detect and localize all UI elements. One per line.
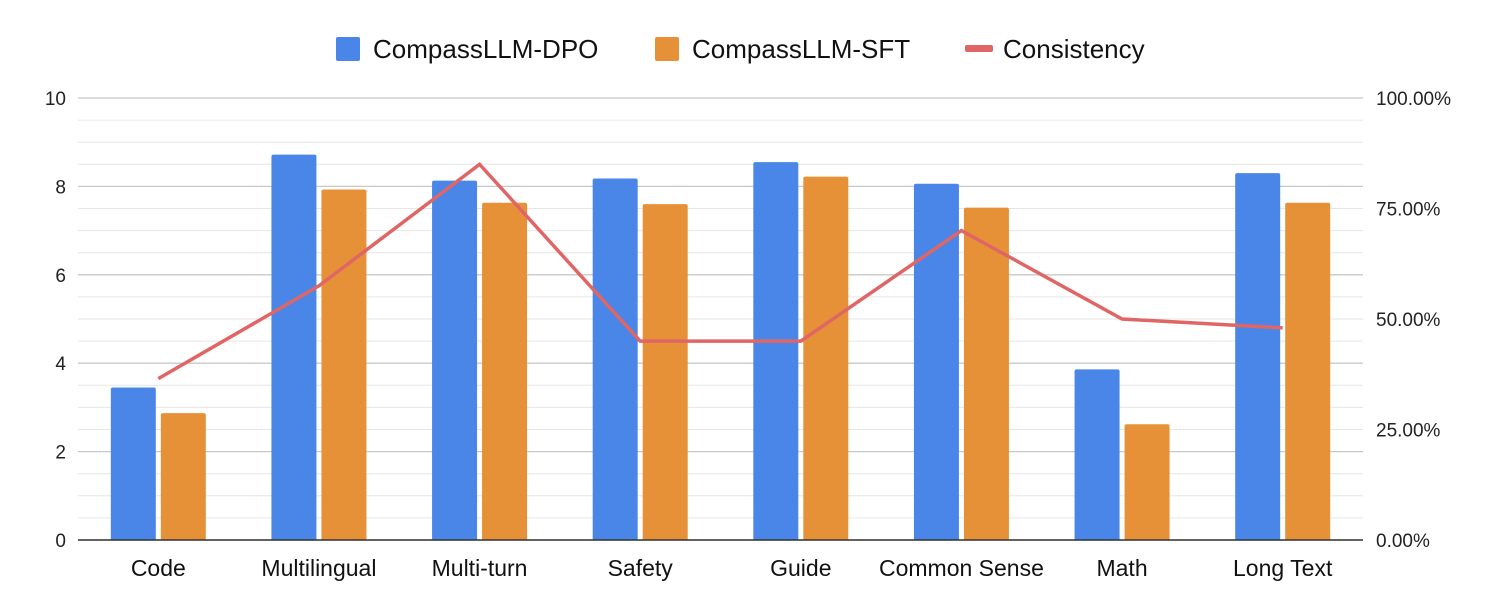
right-axis-tick-label: 25.00% [1376, 421, 1441, 442]
left-axis-tick-label: 8 [55, 177, 66, 198]
left-axis-tick-label: 2 [55, 443, 66, 464]
category-label: Multi-turn [432, 555, 528, 581]
category-label: Math [1096, 555, 1147, 581]
bar-compassllm-dpo-common-sense [913, 183, 959, 541]
right-axis-tick-label: 100.00% [1376, 89, 1451, 110]
bar-compassllm-sft-guide [803, 176, 849, 540]
legend-swatch [655, 37, 679, 61]
right-axis-tick-label: 50.00% [1376, 310, 1441, 331]
bar-compassllm-sft-long-text [1285, 202, 1331, 540]
bar-compassllm-sft-safety [642, 204, 688, 540]
legend-label: CompassLLM-SFT [692, 34, 910, 64]
axes: 02468100.00%25.00%50.00%75.00%100.00%Cod… [45, 89, 1451, 581]
bar-compassllm-dpo-safety [592, 178, 638, 540]
bar-compassllm-dpo-math [1074, 369, 1120, 540]
right-axis-tick-label: 0.00% [1376, 531, 1430, 552]
category-label: Common Sense [879, 555, 1044, 581]
left-axis-tick-label: 6 [55, 266, 66, 287]
consistency-line-group [157, 161, 1283, 381]
left-axis-tick-label: 4 [55, 354, 66, 375]
bar-compassllm-dpo-long-text [1235, 173, 1281, 540]
left-axis-tick-label: 0 [55, 531, 66, 552]
bar-compassllm-sft-multilingual [321, 189, 367, 540]
left-axis-tick-label: 10 [45, 89, 66, 110]
category-label: Multilingual [261, 555, 376, 581]
category-label: Code [131, 555, 186, 581]
right-axis-tick-label: 75.00% [1376, 200, 1441, 221]
bars [110, 154, 1331, 541]
legend: CompassLLM-DPO CompassLLM-SFT Consistency [336, 34, 1145, 64]
bar-compassllm-sft-common-sense [963, 207, 1009, 540]
category-label: Safety [608, 555, 674, 581]
legend-label: CompassLLM-DPO [373, 34, 598, 64]
consistency-line [157, 161, 1283, 381]
bar-compassllm-dpo-code [110, 387, 156, 540]
bar-compassllm-dpo-multilingual [271, 154, 317, 541]
bar-compassllm-sft-math [1124, 424, 1170, 540]
bar-compassllm-dpo-guide [753, 162, 799, 540]
bar-compassllm-sft-multi-turn [482, 202, 528, 540]
legend-swatch [336, 37, 360, 61]
legend-swatch [965, 45, 993, 52]
category-label: Long Text [1233, 555, 1333, 581]
category-label: Guide [770, 555, 831, 581]
bar-compassllm-dpo-multi-turn [432, 180, 478, 541]
gridlines [78, 97, 1363, 541]
legend-label: Consistency [1003, 34, 1145, 64]
bar-compassllm-sft-code [160, 413, 206, 540]
